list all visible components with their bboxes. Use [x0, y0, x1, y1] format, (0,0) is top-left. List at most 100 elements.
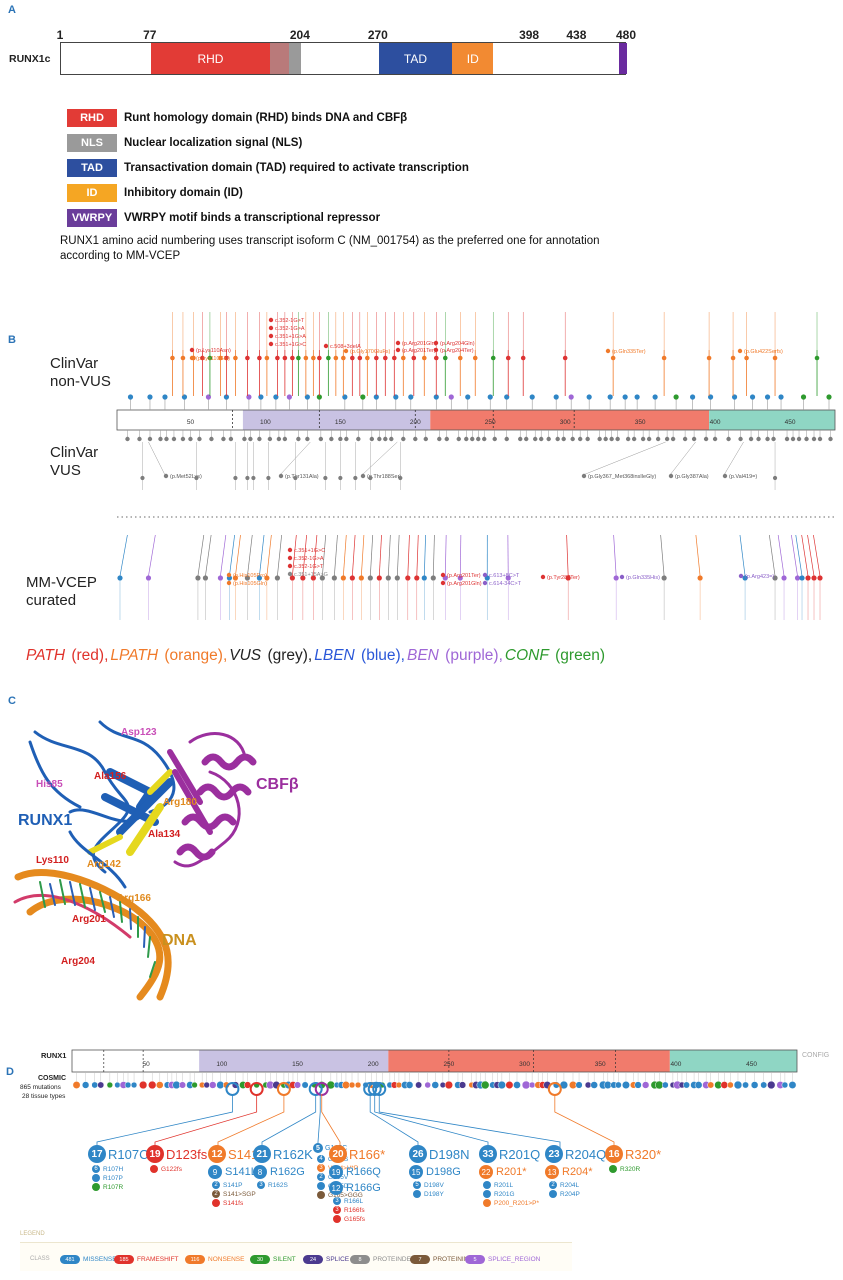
mutation-dot[interactable] [294, 1081, 302, 1089]
variant-dot[interactable] [744, 355, 749, 361]
variant-dot[interactable] [646, 436, 652, 442]
variant-dot[interactable] [529, 394, 535, 400]
class-legend-item[interactable]: 7 PROTEININS [410, 1255, 473, 1264]
variant-dot[interactable] [472, 355, 478, 361]
variant-dot[interactable] [341, 355, 346, 361]
sub-mutation[interactable]: R204P [549, 1190, 580, 1198]
mutation-dot[interactable] [301, 1081, 309, 1089]
variant-dot[interactable] [278, 473, 284, 479]
mutation-dot[interactable] [521, 1080, 531, 1090]
variant-dot[interactable] [200, 355, 205, 361]
variant-dot[interactable] [287, 555, 293, 561]
variant-dot[interactable] [661, 575, 667, 581]
class-legend-item[interactable]: 24 SPLICE [303, 1255, 349, 1264]
variant-dot[interactable] [170, 355, 175, 361]
variant-dot[interactable] [781, 575, 787, 581]
class-legend-item[interactable]: 185 FRAMESHIFT [114, 1255, 179, 1264]
variant-dot[interactable] [565, 575, 571, 581]
sub-mutation[interactable]: 9 S141L [208, 1165, 257, 1179]
sub-mutation[interactable]: 3 R166L [333, 1197, 363, 1205]
variant-dot[interactable] [817, 436, 823, 442]
mutation-dot[interactable] [91, 1081, 99, 1089]
variant-dot[interactable] [772, 575, 778, 581]
variant-dot[interactable] [385, 575, 391, 581]
variant-dot[interactable] [398, 475, 403, 481]
variant-dot[interactable] [804, 436, 809, 442]
sub-mutation[interactable]: 12 R166G [329, 1181, 381, 1195]
variant-dot[interactable] [244, 575, 251, 581]
variant-dot[interactable] [303, 355, 309, 361]
variant-dot[interactable] [310, 575, 316, 581]
variant-dot[interactable] [264, 575, 270, 581]
variant-dot[interactable] [162, 394, 168, 400]
mutation-dot[interactable] [354, 1081, 362, 1089]
variant-dot[interactable] [367, 575, 373, 581]
variant-dot[interactable] [286, 394, 292, 400]
mutation-dot[interactable] [727, 1081, 734, 1089]
variant-dot[interactable] [655, 436, 661, 442]
variant-dot[interactable] [652, 394, 658, 400]
variant-dot[interactable] [338, 436, 343, 442]
sub-mutation[interactable]: 3 R162S [257, 1181, 288, 1189]
mutation-dot[interactable] [742, 1081, 749, 1089]
variant-dot[interactable] [266, 475, 271, 481]
mutation-dot[interactable] [575, 1081, 583, 1089]
variant-dot[interactable] [305, 436, 310, 442]
variant-dot[interactable] [518, 436, 523, 442]
variant-dot[interactable] [268, 317, 274, 323]
mutation-dot[interactable] [480, 1080, 490, 1090]
variant-dot[interactable] [800, 394, 807, 400]
sub-mutation[interactable]: R201L [483, 1181, 513, 1189]
variant-dot[interactable] [221, 436, 226, 442]
variant-dot[interactable] [634, 394, 640, 400]
variant-dot[interactable] [433, 394, 439, 400]
variant-dot[interactable] [189, 355, 195, 361]
variant-dot[interactable] [275, 355, 280, 361]
mutation-dot[interactable] [458, 1081, 467, 1089]
variant-dot[interactable] [742, 575, 748, 581]
mutation-dot[interactable] [431, 1081, 440, 1089]
variant-dot[interactable] [805, 575, 811, 581]
sub-mutation[interactable]: 2 R204L [549, 1181, 579, 1189]
variant-dot[interactable] [147, 436, 153, 442]
sub-mutation[interactable]: 2 S141>SGP [212, 1190, 256, 1198]
variant-dot[interactable] [318, 436, 324, 442]
mutation-dot[interactable] [707, 1081, 715, 1089]
mutation-dot[interactable] [720, 1081, 729, 1089]
sub-mutation[interactable]: 19 R166Q [329, 1165, 381, 1179]
variant-dot[interactable] [209, 436, 214, 442]
variant-dot[interactable] [670, 436, 676, 442]
variant-dot[interactable] [456, 436, 461, 442]
variant-dot[interactable] [300, 575, 306, 581]
variant-dot[interactable] [562, 355, 568, 361]
variant-dot[interactable] [401, 436, 406, 442]
variant-dot[interactable] [392, 355, 397, 361]
variant-dot[interactable] [421, 355, 427, 361]
variant-dot[interactable] [171, 436, 177, 442]
variant-dot[interactable] [290, 355, 295, 361]
variant-dot[interactable] [251, 475, 256, 481]
variant-dot[interactable] [117, 575, 123, 581]
variant-dot[interactable] [814, 355, 820, 361]
variant-dot[interactable] [737, 348, 743, 354]
sub-mutation[interactable]: 13 R204* [545, 1165, 593, 1179]
mutation-dot[interactable] [130, 1081, 138, 1089]
variant-dot[interactable] [811, 436, 817, 442]
variant-dot[interactable] [127, 394, 134, 400]
variant-dot[interactable] [376, 575, 382, 581]
variant-dot[interactable] [631, 436, 637, 442]
variant-dot[interactable] [414, 575, 420, 581]
mutation-dot[interactable] [781, 1081, 789, 1089]
variant-dot[interactable] [408, 394, 414, 400]
variant-dot[interactable] [772, 355, 778, 361]
variant-dot[interactable] [553, 394, 559, 400]
variant-dot[interactable] [331, 575, 337, 581]
variant-dot[interactable] [482, 436, 487, 442]
variant-dot[interactable] [487, 394, 493, 400]
variant-dot[interactable] [268, 325, 274, 331]
variant-dot[interactable] [319, 575, 325, 581]
variant-dot[interactable] [326, 355, 331, 361]
variant-dot[interactable] [440, 580, 446, 586]
variant-dot[interactable] [383, 436, 388, 442]
sub-mutation[interactable]: 15 D198G [409, 1165, 461, 1179]
